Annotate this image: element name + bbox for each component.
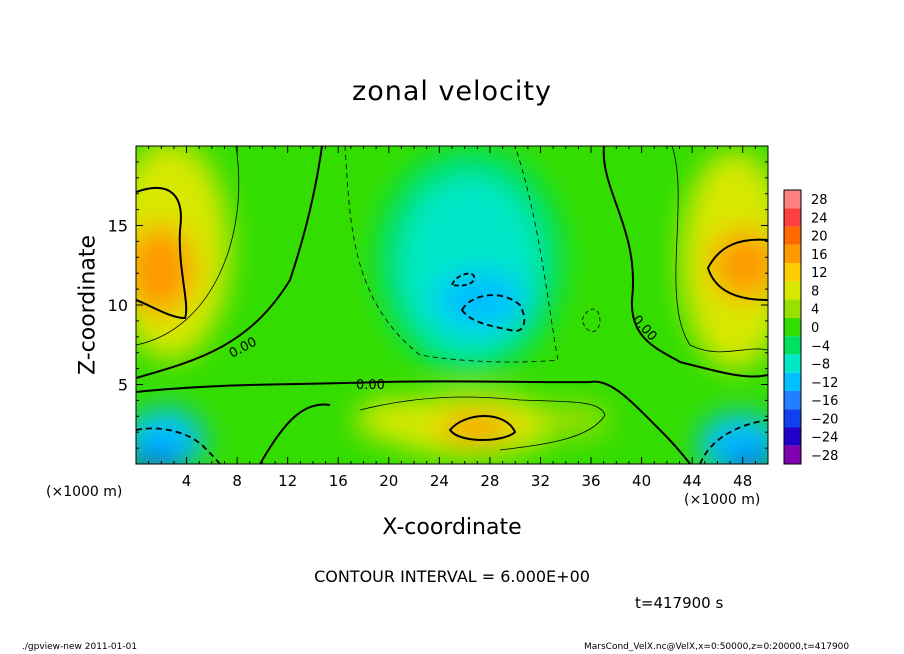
y-axis: 5 10 15 xyxy=(108,145,768,465)
colorbar-label: −24 xyxy=(811,431,838,446)
positive-contour-center xyxy=(448,415,517,441)
heatmap-field xyxy=(136,146,768,464)
y-tick-label: 10 xyxy=(108,296,128,315)
colorbar-label: −16 xyxy=(811,394,838,409)
footer-left: ./gpview-new 2011-01-01 xyxy=(22,642,138,652)
x-unit-label-right: (×1000 m) xyxy=(684,492,761,508)
colorbar-swatch xyxy=(784,336,801,355)
zero-contour-lower xyxy=(259,403,331,464)
y-axis-label: Z-coordinate xyxy=(75,235,101,375)
colorbar-swatch xyxy=(784,263,801,282)
colorbar-swatch xyxy=(784,372,801,391)
thin-contour-3 xyxy=(671,146,768,353)
thin-contour-5 xyxy=(581,308,601,332)
contour-lines xyxy=(136,146,768,464)
zero-contour-bottom xyxy=(136,380,691,464)
x-tick-label: 4 xyxy=(182,472,192,490)
thin-contour-4 xyxy=(359,396,606,451)
x-tick-label: 8 xyxy=(232,472,242,490)
x-tick-label: 16 xyxy=(329,472,348,490)
x-tick-label: 20 xyxy=(379,472,398,490)
colorbar-swatch xyxy=(784,409,801,428)
negative-contour-bottom-left xyxy=(136,427,221,464)
colorbar-swatch xyxy=(784,299,801,318)
contour-interval-note: CONTOUR INTERVAL = 6.000E+00 xyxy=(314,567,590,586)
x-tick-label: 24 xyxy=(430,472,449,490)
positive-contour-left xyxy=(136,186,188,320)
colorbar-label: −8 xyxy=(811,358,830,373)
negative-contour-center xyxy=(460,294,526,332)
colorbar-label: −20 xyxy=(811,412,838,427)
x-tick-label: 48 xyxy=(733,472,752,490)
x-axis-label: X-coordinate xyxy=(382,515,522,540)
colorbar-label: 4 xyxy=(811,303,819,318)
negative-contour-small xyxy=(450,272,476,287)
colorbar-swatch xyxy=(784,427,801,446)
colorbar-label: 28 xyxy=(811,193,828,208)
colorbar-frame xyxy=(783,189,802,465)
colorbar-swatch xyxy=(784,354,801,373)
colorbar-label: 8 xyxy=(811,284,819,299)
x-tick-label: 40 xyxy=(632,472,651,490)
colorbar-label: 12 xyxy=(811,266,828,281)
colorbar-swatch xyxy=(784,244,801,264)
x-tick-label: 28 xyxy=(480,472,499,490)
x-tick-label: 12 xyxy=(278,472,297,490)
x-tick-label: 36 xyxy=(581,472,600,490)
time-label: t=417900 s xyxy=(635,594,724,612)
colorbar-swatch xyxy=(784,317,801,337)
positive-contour-right xyxy=(706,238,768,301)
colorbar-label: −12 xyxy=(811,376,838,391)
negative-contour-bottom-right xyxy=(699,419,768,464)
colorbar-swatch xyxy=(784,190,801,209)
colorbar: 28 24 20 16 12 8 4 0 −4 −8 −12 −16 −20 −24 −28 xyxy=(783,189,838,465)
colorbar-label: −4 xyxy=(811,339,830,354)
x-tick-label: 44 xyxy=(683,472,702,490)
colorbar-label: 24 xyxy=(811,211,828,226)
zero-contour-left xyxy=(136,146,323,379)
chart-title: zonal velocity xyxy=(352,76,552,107)
colorbar-label: 16 xyxy=(811,248,828,263)
footer-right: MarsCond_VelX.nc@VelX,x=0:50000,z=0:2000… xyxy=(584,642,850,652)
colorbar-label: −28 xyxy=(811,449,838,464)
thin-contour-2 xyxy=(344,146,559,363)
thin-contour-1 xyxy=(136,146,240,346)
colorbar-swatch xyxy=(784,208,801,227)
colorbar-label: 0 xyxy=(811,321,819,336)
x-tick-label: 32 xyxy=(531,472,550,490)
y-tick-label: 5 xyxy=(118,376,128,395)
x-axis: 4 8 12 16 20 24 28 32 36 40 44 48 xyxy=(135,146,769,490)
colorbar-label: 20 xyxy=(811,230,828,245)
x-unit-label-left: (×1000 m) xyxy=(46,484,123,500)
zero-contour-right xyxy=(602,146,768,378)
colorbar-swatch xyxy=(784,281,801,300)
y-tick-label: 15 xyxy=(108,217,128,236)
colorbar-swatch xyxy=(784,445,801,464)
colorbar-swatch xyxy=(784,226,801,245)
colorbar-swatch xyxy=(784,390,801,410)
contour-label: 0.00 xyxy=(356,378,385,393)
